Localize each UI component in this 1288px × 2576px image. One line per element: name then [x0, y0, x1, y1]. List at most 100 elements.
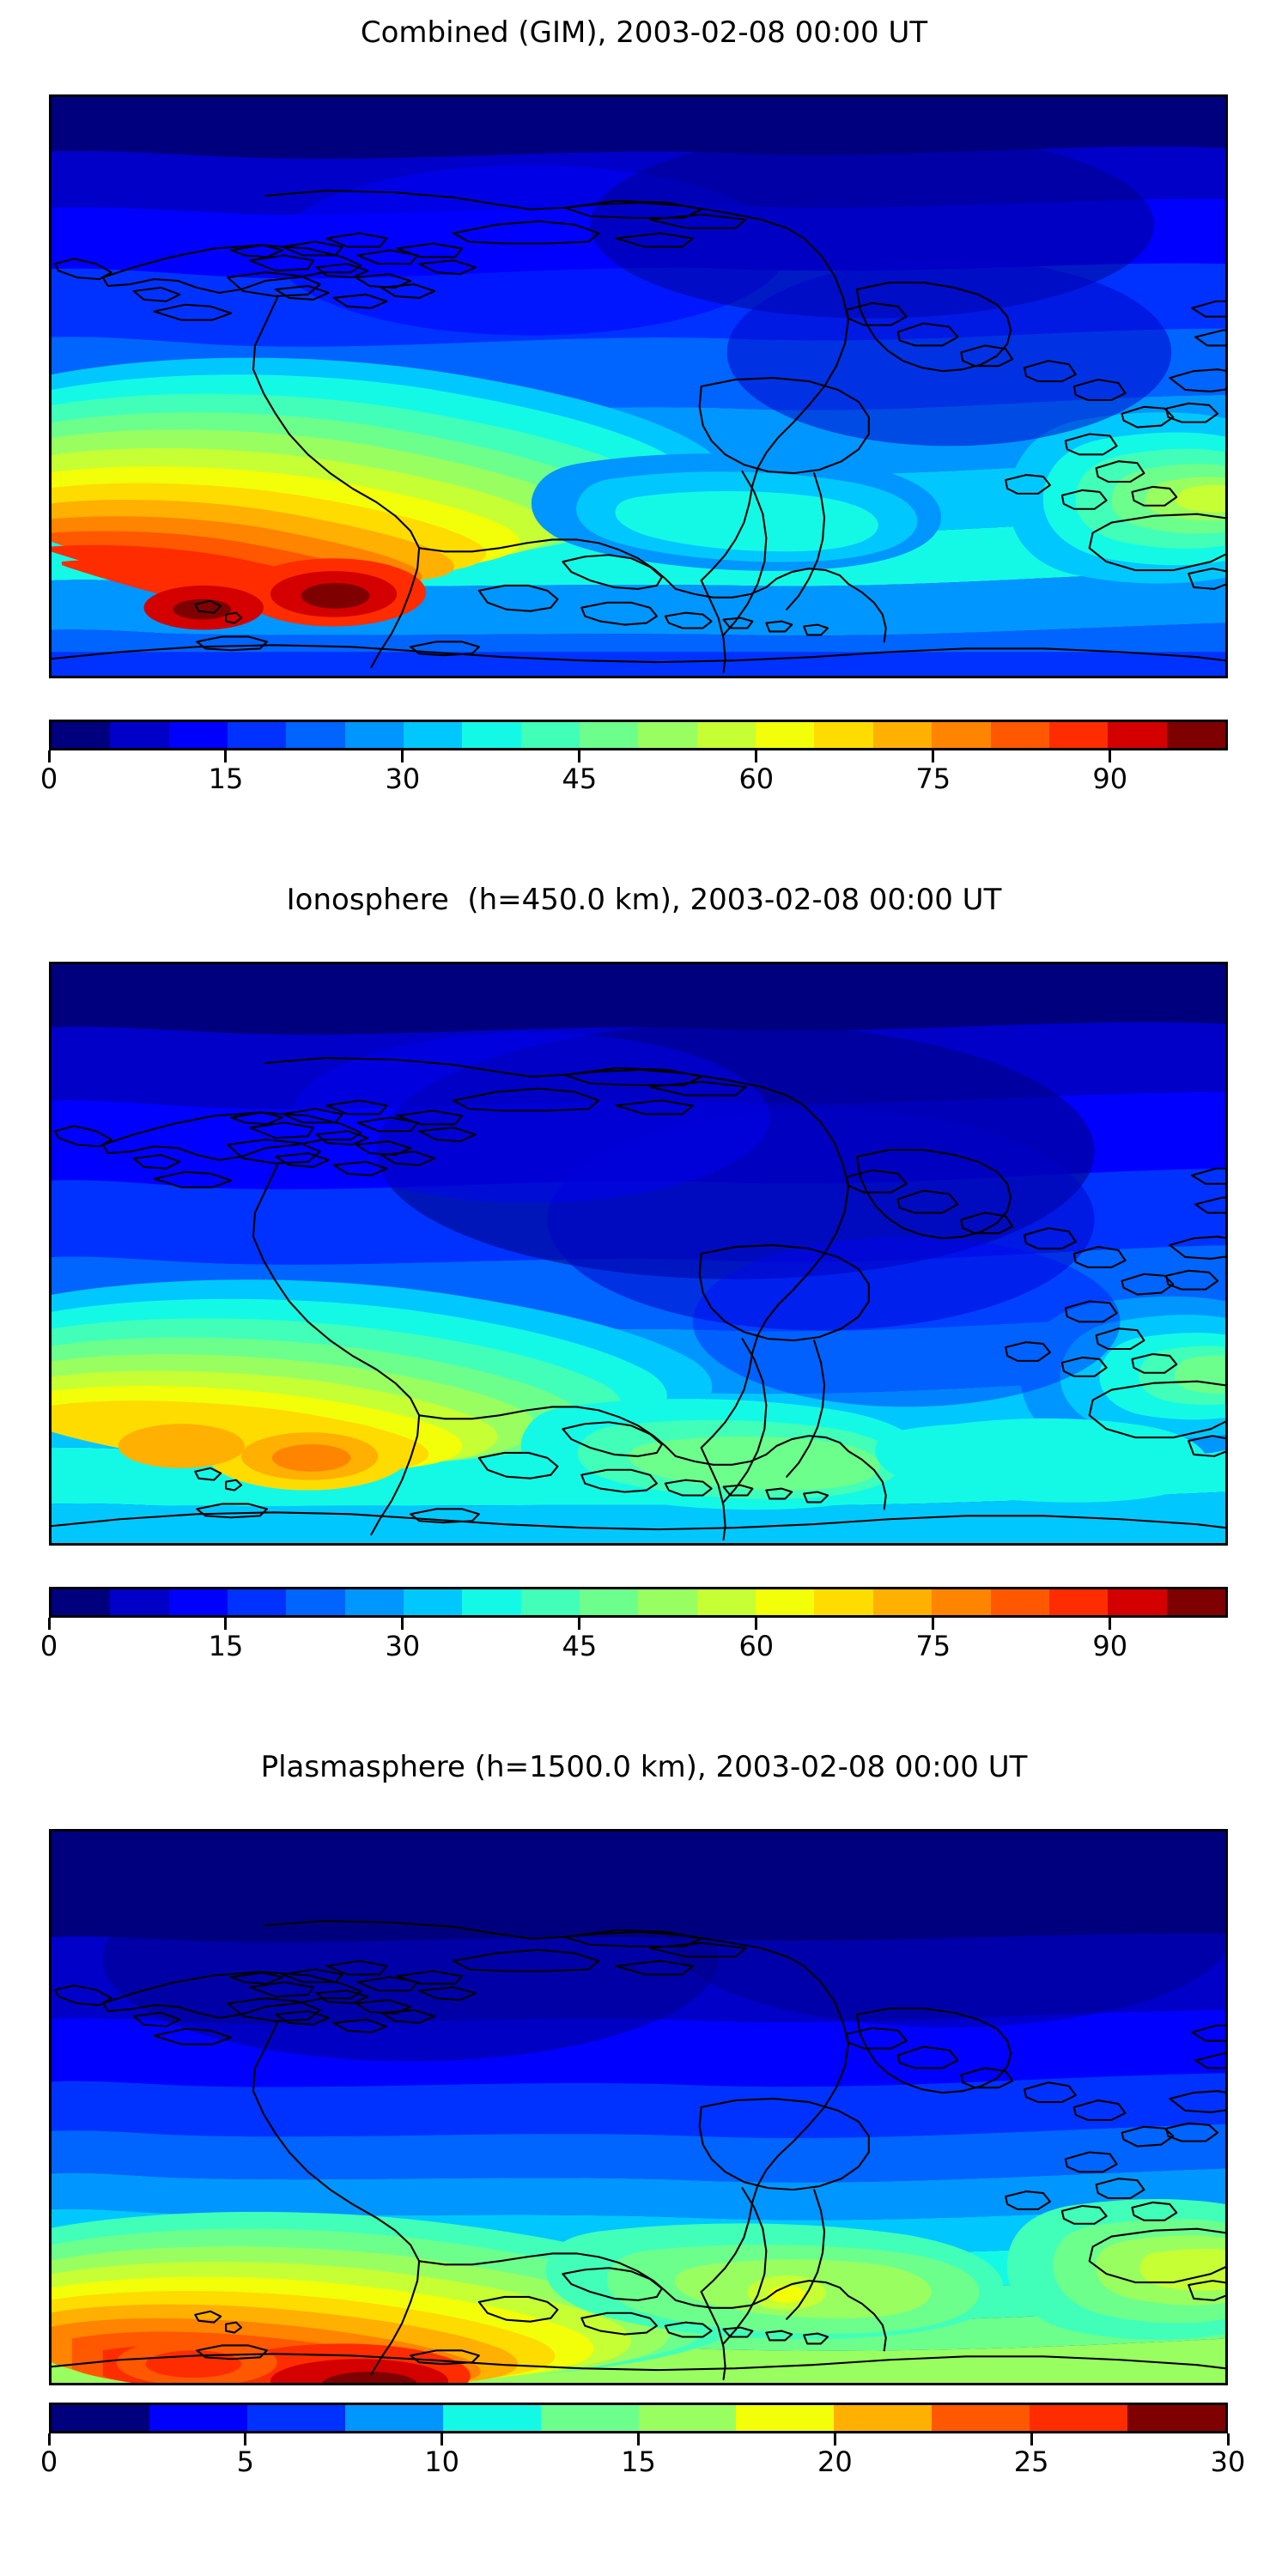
colorbar-tick: [440, 2433, 444, 2445]
colorbar-swatch: [344, 1589, 404, 1615]
colorbar-swatch: [344, 2405, 443, 2431]
colorbar-tick: [47, 2433, 51, 2445]
colorbar-tick-label: 60: [738, 1630, 775, 1662]
colorbar-swatch: [286, 722, 345, 748]
colorbar-ionosphere-wrap: 0 15 30 45 60 75 90: [40, 1587, 1228, 1666]
colorbar-swatch: [638, 722, 697, 748]
panel-combined-gim: Combined (GIM), 2003-02-08 00:00 UT: [0, 0, 1288, 863]
colorbar-tick: [637, 2433, 640, 2445]
colorbar-swatch: [168, 722, 228, 748]
colorbar-swatch: [520, 722, 580, 748]
colorbar-tick-label: 90: [1092, 1630, 1128, 1662]
colorbar-tick: [833, 2433, 836, 2445]
colorbar-tick: [755, 1618, 758, 1630]
colorbar-swatch: [638, 1589, 697, 1615]
colorbar-swatch: [580, 1589, 639, 1615]
coastlines-combined: [52, 189, 1225, 674]
map-svg-ionosphere: [52, 964, 1225, 1543]
coastlines-plasmasphere: [52, 1919, 1225, 2381]
colorbar-tick: [932, 1618, 935, 1630]
colorbar-tick-label: 0: [39, 762, 58, 795]
colorbar-tick: [47, 750, 51, 762]
colorbar-tick: [755, 750, 758, 762]
colorbar-swatch: [736, 2405, 835, 2431]
colorbar-tick-label: 45: [562, 1630, 598, 1662]
colorbar-swatch: [52, 2405, 149, 2431]
colorbar-swatch: [110, 722, 169, 748]
colorbar-swatch: [580, 722, 639, 748]
colorbar-swatch: [696, 1589, 756, 1615]
map-ionosphere: [49, 962, 1228, 1546]
colorbar-tick: [224, 750, 228, 762]
colorbar-tick-label: 25: [1013, 2445, 1049, 2478]
colorbar-ionosphere: [49, 1587, 1228, 1618]
map-combined-gim: [49, 94, 1228, 678]
colorbar-swatch: [168, 1589, 228, 1615]
map-plasmasphere: [49, 1829, 1228, 2385]
colorbar-swatch: [1166, 722, 1225, 748]
colorbar-swatch: [1048, 722, 1109, 748]
colorbar-tick: [1109, 1618, 1112, 1630]
colorbar-tick-label: 5: [236, 2445, 255, 2478]
coastlines-ionosphere: [52, 1056, 1225, 1541]
map-svg-combined: [52, 97, 1225, 676]
colorbar-swatch: [814, 1589, 873, 1615]
colorbar-swatch: [520, 1589, 580, 1615]
colorbar-tick-label: 75: [915, 762, 951, 795]
colorbar-tick-label: 15: [621, 2445, 656, 2478]
colorbar-swatch: [246, 2405, 345, 2431]
colorbar-tick: [244, 2433, 247, 2445]
colorbar-swatch: [638, 2405, 737, 2431]
colorbar-tick-label: 90: [1092, 762, 1128, 795]
colorbar-swatch: [228, 722, 287, 748]
colorbar-tick: [1109, 750, 1112, 762]
colorbar-tick: [578, 1618, 581, 1630]
colorbar-tick: [224, 1618, 228, 1630]
colorbar-swatch: [1030, 2405, 1128, 2431]
colorbar-swatch: [344, 722, 404, 748]
map-svg-plasmasphere: [52, 1832, 1225, 2383]
colorbar-combined-wrap: 0 15 30 45 60 75 90: [40, 720, 1228, 799]
colorbar-tick-label: 30: [1210, 2445, 1246, 2478]
colorbar-swatch: [990, 722, 1049, 748]
colorbar-swatch: [110, 1589, 169, 1615]
colorbar-plasmasphere-wrap: 0 5 10 15 20 25 30: [40, 2403, 1245, 2482]
colorbar-tick-label: 15: [208, 762, 244, 795]
panel-ionosphere: Ionosphere (h=450.0 km), 2003-02-08 00:0…: [0, 867, 1288, 1730]
colorbar-tick-label: 45: [562, 762, 598, 795]
colorbar-swatch: [756, 1589, 815, 1615]
colorbar-swatch: [814, 722, 873, 748]
colorbar-ionosphere-axis: 0 15 30 45 60 75 90: [40, 1618, 1228, 1666]
colorbar-tick: [932, 750, 935, 762]
colorbar-tick: [47, 1618, 51, 1630]
colorbar-swatch: [1108, 1589, 1167, 1615]
colorbar-tick-label: 60: [738, 762, 775, 795]
colorbar-combined-axis: 0 15 30 45 60 75 90: [40, 750, 1228, 799]
colorbar-swatch: [932, 722, 991, 748]
colorbar-tick-label: 0: [39, 2445, 58, 2478]
colorbar-tick-label: 0: [39, 1630, 58, 1662]
colorbar-swatch: [990, 1589, 1049, 1615]
colorbar-tick-label: 30: [385, 762, 421, 795]
colorbar-swatch: [1127, 2405, 1226, 2431]
colorbar-swatch: [442, 2405, 541, 2431]
colorbar-tick-label: 30: [385, 1630, 421, 1662]
colorbar-tick: [401, 750, 404, 762]
colorbar-swatch: [462, 722, 521, 748]
colorbar-swatch: [1166, 1589, 1225, 1615]
colorbar-swatch: [756, 722, 815, 748]
colorbar-swatch: [52, 722, 111, 748]
colorbar-swatch: [404, 1589, 463, 1615]
colorbar-tick: [1226, 2433, 1230, 2445]
colorbar-tick-label: 20: [817, 2445, 853, 2478]
colorbar-tick: [578, 750, 581, 762]
panel-title-combined: Combined (GIM), 2003-02-08 00:00 UT: [360, 15, 928, 50]
colorbar-tick-label: 75: [915, 1630, 951, 1662]
colorbar-combined: [49, 720, 1228, 750]
colorbar-swatch: [1108, 722, 1167, 748]
colorbar-tick: [401, 1618, 404, 1630]
colorbar-swatch: [462, 1589, 521, 1615]
colorbar-swatch: [872, 722, 933, 748]
colorbar-tick-label: 10: [424, 2445, 460, 2478]
